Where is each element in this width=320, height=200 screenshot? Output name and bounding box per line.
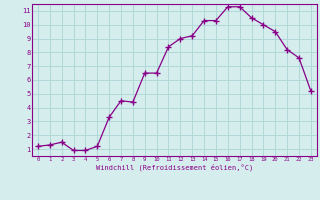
X-axis label: Windchill (Refroidissement éolien,°C): Windchill (Refroidissement éolien,°C) xyxy=(96,164,253,171)
